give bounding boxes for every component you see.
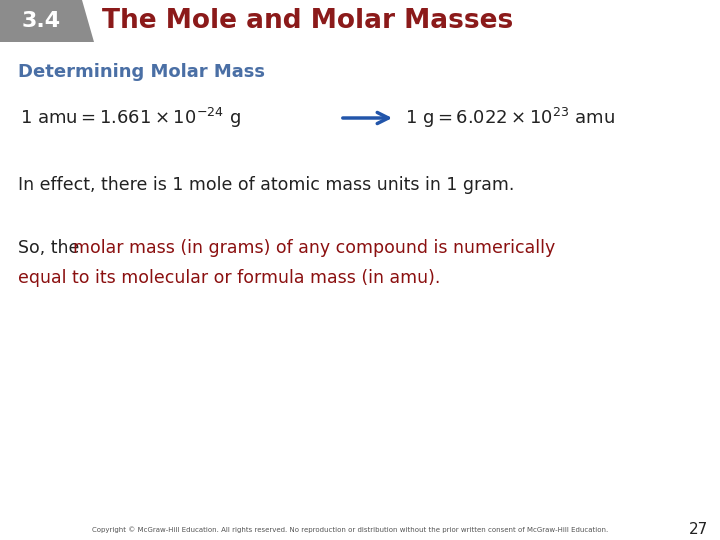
Polygon shape: [0, 0, 94, 42]
Text: In effect, there is 1 mole of atomic mass units in 1 gram.: In effect, there is 1 mole of atomic mas…: [18, 176, 514, 194]
Text: The Mole and Molar Masses: The Mole and Molar Masses: [102, 8, 513, 34]
Text: molar mass (in grams) of any compound is numerically: molar mass (in grams) of any compound is…: [73, 239, 555, 257]
Text: equal to its molecular or formula mass (in amu).: equal to its molecular or formula mass (…: [18, 269, 441, 287]
Text: 27: 27: [688, 523, 708, 537]
Text: $\mathsf{1\ g = 6.022 \times 10^{23}\ amu}$: $\mathsf{1\ g = 6.022 \times 10^{23}\ am…: [405, 106, 615, 130]
Text: So, the: So, the: [18, 239, 85, 257]
Text: 3.4: 3.4: [22, 11, 60, 31]
Text: Determining Molar Mass: Determining Molar Mass: [18, 63, 265, 81]
Text: $\mathsf{1\ amu = 1.661 \times 10^{-24}\ g}$: $\mathsf{1\ amu = 1.661 \times 10^{-24}\…: [20, 106, 240, 130]
Text: Copyright © McGraw-Hill Education. All rights reserved. No reproduction or distr: Copyright © McGraw-Hill Education. All r…: [92, 526, 608, 534]
